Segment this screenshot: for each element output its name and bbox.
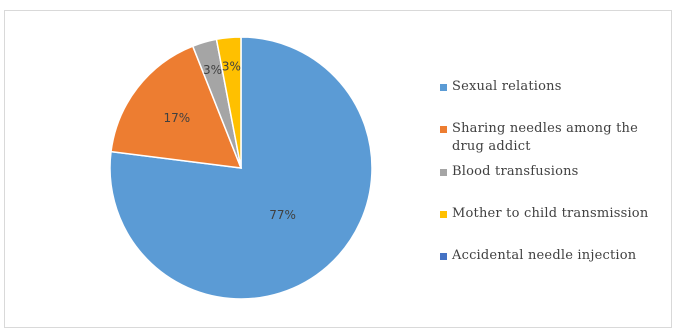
pie-slice-1 xyxy=(110,45,243,169)
legend-label-1: Sharing needles among the drug addict xyxy=(452,121,638,154)
legend-swatch-3 xyxy=(440,211,447,218)
slice-data-label-2: 3% xyxy=(203,63,222,77)
slice-data-label-0: 77% xyxy=(269,208,296,222)
legend-swatch-0 xyxy=(440,84,447,91)
legend-label-4: Accidental needle injection xyxy=(452,248,637,263)
legend-label-3: Mother to child transmission xyxy=(452,206,649,221)
legend-swatch-2 xyxy=(440,169,447,176)
pie-slice-3 xyxy=(215,36,242,169)
legend-label-2: Blood transfusions xyxy=(452,164,579,179)
pie-labels: 77% 17% 3% 3% xyxy=(163,59,295,222)
legend: Sexual relations Sharing needles among th… xyxy=(440,0,670,332)
slice-data-label-3: 3% xyxy=(222,59,241,73)
pie-chart: 77% 17% 3% 3% xyxy=(109,36,373,300)
slice-data-label-1: 17% xyxy=(163,111,190,125)
legend-swatch-1 xyxy=(440,126,447,133)
legend-swatch-4 xyxy=(440,253,447,260)
legend-label-0: Sexual relations xyxy=(452,79,562,94)
pie-slices xyxy=(109,36,373,300)
